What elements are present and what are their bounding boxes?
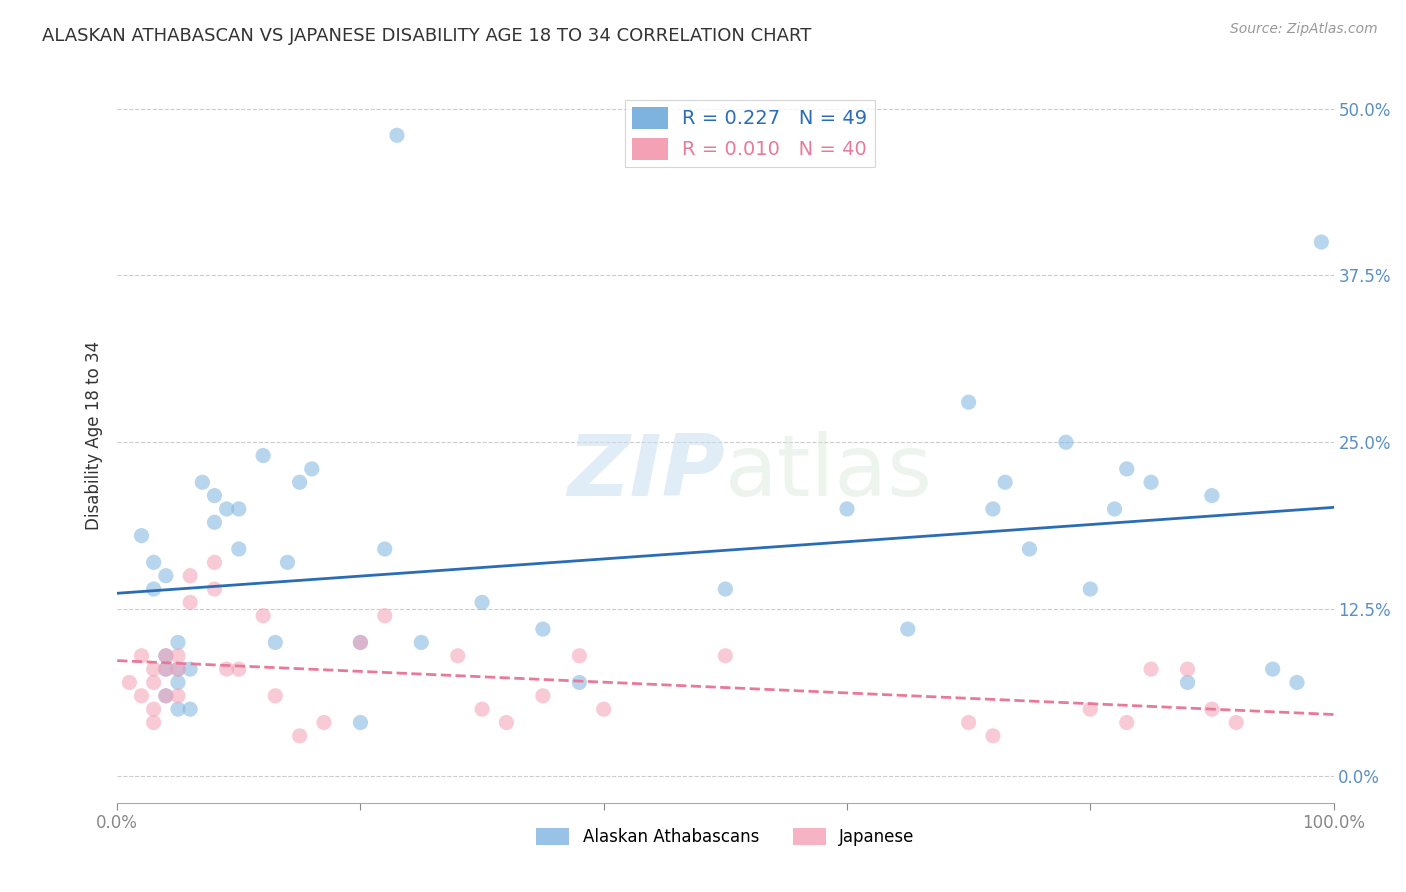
Point <box>142 675 165 690</box>
Point <box>131 529 153 543</box>
Point <box>118 675 141 690</box>
Point <box>155 568 177 582</box>
Point <box>1225 715 1247 730</box>
Point <box>288 729 311 743</box>
Point <box>155 689 177 703</box>
Point <box>167 635 190 649</box>
Point <box>1201 702 1223 716</box>
Point <box>179 662 201 676</box>
Point <box>312 715 335 730</box>
Point <box>204 516 226 530</box>
Point <box>1177 662 1199 676</box>
Text: ZIP: ZIP <box>568 431 725 514</box>
Point <box>264 635 287 649</box>
Point <box>1115 715 1137 730</box>
Point <box>592 702 614 716</box>
Point <box>155 648 177 663</box>
Point <box>1104 502 1126 516</box>
Point <box>142 702 165 716</box>
Point <box>167 702 190 716</box>
Point <box>276 555 298 569</box>
Point <box>142 582 165 596</box>
Point <box>531 689 554 703</box>
Point <box>349 715 371 730</box>
Point <box>957 715 980 730</box>
Point <box>131 648 153 663</box>
Point <box>411 635 433 649</box>
Point <box>179 595 201 609</box>
Point <box>349 635 371 649</box>
Point <box>142 715 165 730</box>
Point <box>957 395 980 409</box>
Point <box>228 541 250 556</box>
Point <box>155 662 177 676</box>
Point <box>131 689 153 703</box>
Point <box>1140 475 1163 490</box>
Point <box>1078 702 1101 716</box>
Point <box>288 475 311 490</box>
Y-axis label: Disability Age 18 to 34: Disability Age 18 to 34 <box>86 341 103 530</box>
Point <box>155 662 177 676</box>
Point <box>167 689 190 703</box>
Point <box>897 622 920 636</box>
Point <box>142 555 165 569</box>
Point <box>568 675 591 690</box>
Point <box>228 662 250 676</box>
Point <box>1140 662 1163 676</box>
Point <box>714 582 737 596</box>
Point <box>374 541 396 556</box>
Point <box>167 675 190 690</box>
Point <box>252 608 274 623</box>
Point <box>1310 235 1333 249</box>
Point <box>1261 662 1284 676</box>
Point <box>531 622 554 636</box>
Point <box>264 689 287 703</box>
Point <box>204 555 226 569</box>
Point <box>471 702 494 716</box>
Point <box>994 475 1017 490</box>
Point <box>714 648 737 663</box>
Point <box>385 128 408 143</box>
Point <box>495 715 517 730</box>
Point <box>1201 489 1223 503</box>
Point <box>981 502 1004 516</box>
Point <box>142 662 165 676</box>
Text: atlas: atlas <box>725 431 934 514</box>
Point <box>155 689 177 703</box>
Point <box>228 502 250 516</box>
Point <box>349 635 371 649</box>
Point <box>1054 435 1077 450</box>
Point <box>204 582 226 596</box>
Point <box>447 648 470 663</box>
Point <box>1115 462 1137 476</box>
Point <box>204 489 226 503</box>
Point <box>179 702 201 716</box>
Point <box>301 462 323 476</box>
Point <box>1177 675 1199 690</box>
Point <box>215 502 238 516</box>
Point <box>179 568 201 582</box>
Point <box>252 449 274 463</box>
Point <box>374 608 396 623</box>
Point <box>981 729 1004 743</box>
Point <box>835 502 858 516</box>
Point <box>155 648 177 663</box>
Point <box>1018 541 1040 556</box>
Point <box>471 595 494 609</box>
Point <box>1078 582 1101 596</box>
Point <box>215 662 238 676</box>
Point <box>167 648 190 663</box>
Legend: R = 0.227   N = 49, R = 0.010   N = 40: R = 0.227 N = 49, R = 0.010 N = 40 <box>624 100 875 167</box>
Point <box>167 662 190 676</box>
Text: ALASKAN ATHABASCAN VS JAPANESE DISABILITY AGE 18 TO 34 CORRELATION CHART: ALASKAN ATHABASCAN VS JAPANESE DISABILIT… <box>42 27 811 45</box>
Point <box>568 648 591 663</box>
Point <box>1285 675 1308 690</box>
Point <box>191 475 214 490</box>
Point <box>167 662 190 676</box>
Text: Source: ZipAtlas.com: Source: ZipAtlas.com <box>1230 22 1378 37</box>
